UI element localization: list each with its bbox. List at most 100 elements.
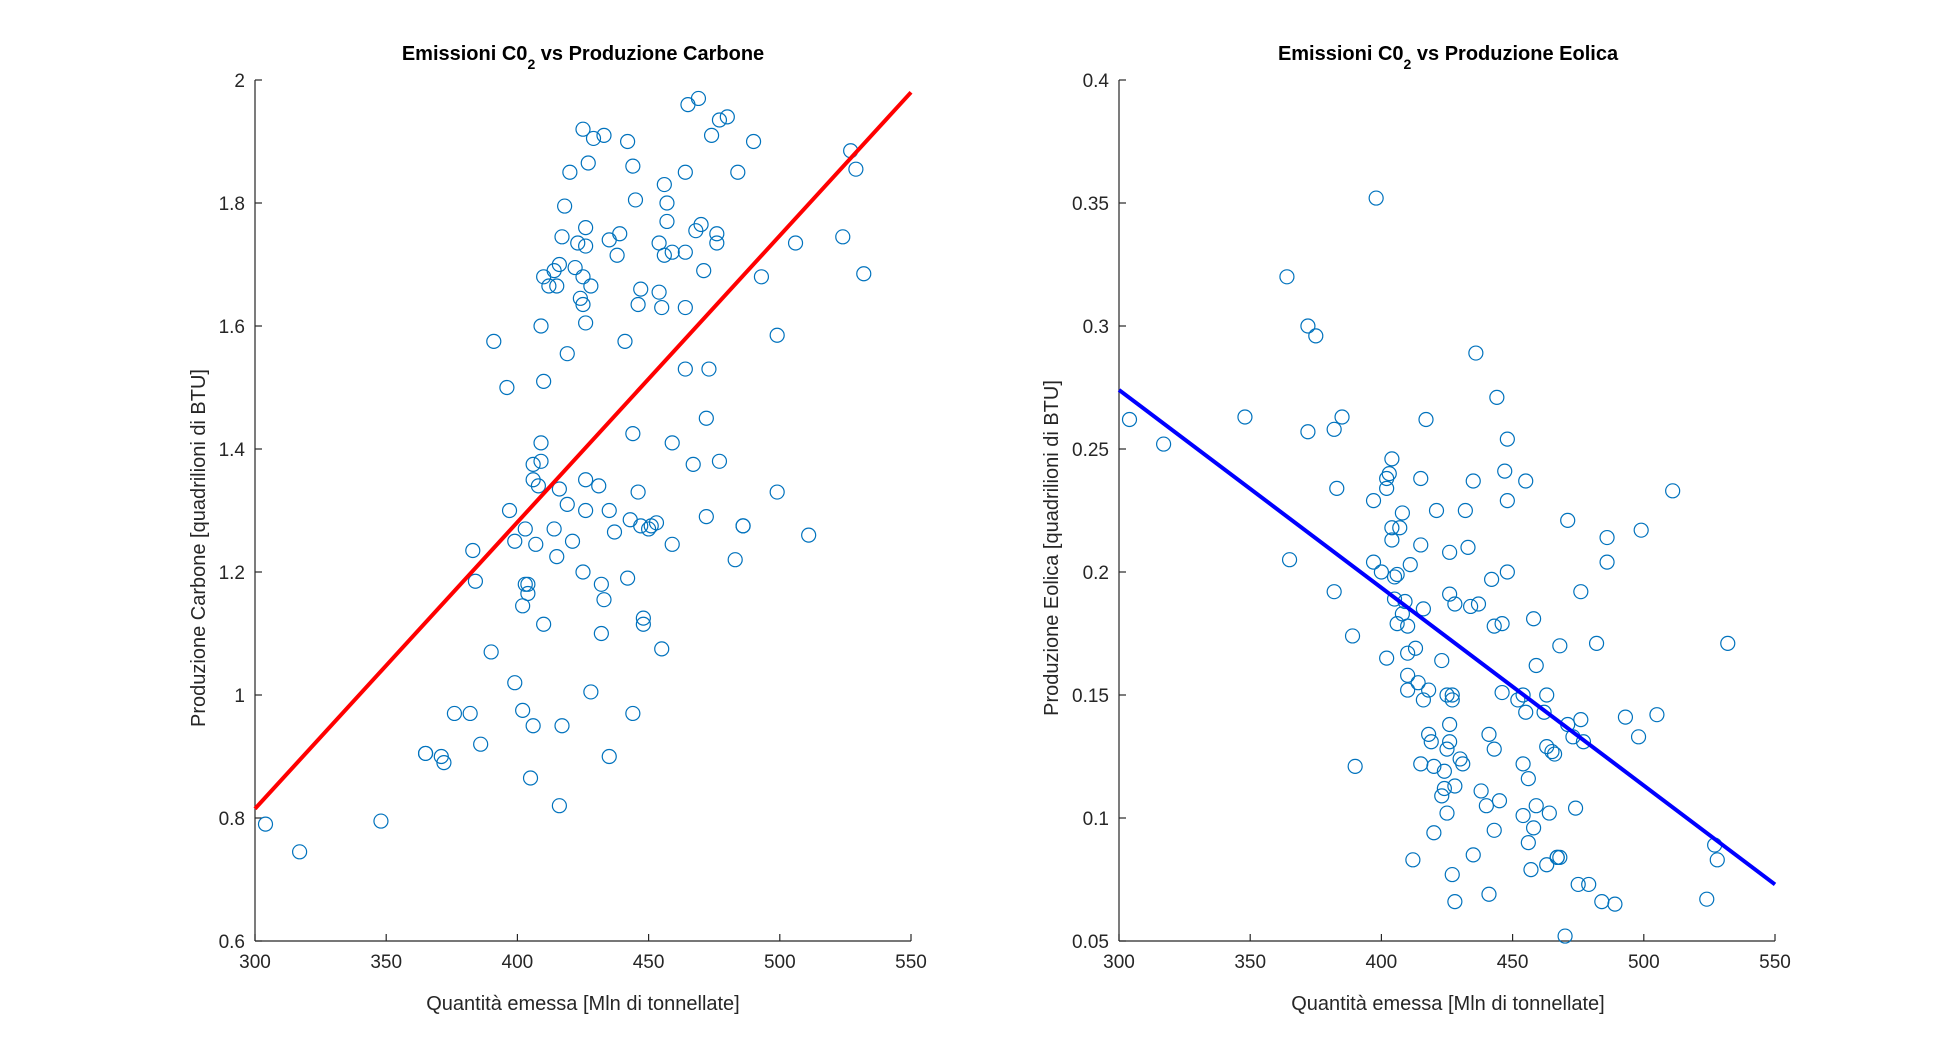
scatter-point (1386, 591, 1403, 607)
x-axis-label: Quantità emessa [Mln di tonnellate] (1291, 993, 1605, 1015)
scatter-point (659, 213, 675, 230)
scatter-point (1434, 652, 1450, 669)
scatter-point (1541, 805, 1557, 821)
scatter-point (693, 216, 709, 233)
scatter-point (257, 816, 274, 832)
scatter-point (1581, 876, 1597, 893)
scatter-point (1237, 409, 1253, 425)
scatter-point (1473, 783, 1489, 799)
scatter-point (677, 299, 693, 316)
scatter-point (575, 296, 591, 313)
scatter-point (730, 164, 746, 180)
scatter-point (1528, 798, 1544, 814)
scatter-point (1470, 596, 1487, 612)
scatter-point (462, 705, 478, 722)
scatter-point (651, 284, 667, 300)
scatter-point (1279, 269, 1295, 285)
scatter-point (417, 745, 434, 762)
scatter-point (1400, 682, 1416, 698)
scatter-point (801, 527, 817, 543)
x-tick-label: 500 (1628, 952, 1660, 973)
plot-area: 300 350 400 450 500 550 0.05 0.1 0.15 0.2 0.25 0.3 0… (1072, 71, 1791, 973)
scatter-point (1444, 866, 1460, 883)
scatter-point (1415, 601, 1431, 617)
scatter-point (546, 263, 562, 279)
scatter-point (1379, 480, 1395, 496)
scatter-point (525, 472, 541, 488)
scatter-point (593, 576, 609, 592)
scatter-point (709, 235, 725, 251)
scatter-point (522, 770, 539, 786)
chart-carbone: Emissioni C02 vs Produzione Carbone 300 3… (188, 43, 927, 1015)
scatter-point (1599, 529, 1615, 546)
scatter-point (1699, 891, 1715, 907)
scatter-point (633, 281, 649, 297)
scatter-point (1300, 424, 1316, 440)
scatter-point (1442, 586, 1458, 602)
scatter-point (1402, 557, 1418, 573)
scatter-point (1347, 758, 1363, 774)
scatter-point (1528, 657, 1544, 674)
scatter-point (1567, 800, 1584, 816)
scatter-point (1384, 520, 1400, 536)
scatter-point (1421, 726, 1437, 742)
scatter-point (1489, 389, 1505, 405)
scatter-point (515, 702, 531, 718)
scatter-point (583, 684, 599, 700)
scatter-point (1633, 522, 1649, 538)
y-tick-label: 0.2 (1083, 563, 1109, 584)
scatter-point (583, 278, 599, 294)
scatter-point (541, 278, 557, 294)
scatter-point (1575, 734, 1592, 750)
scatter-point (1300, 318, 1316, 334)
scatter-point (1410, 675, 1426, 691)
scatter-point (507, 675, 523, 691)
scatter-point (467, 573, 484, 589)
x-tick-label: 300 (239, 952, 271, 973)
scatter-point (701, 361, 717, 377)
scatter-point (1413, 537, 1429, 553)
scatter-point (601, 502, 617, 519)
scatter-point (1497, 463, 1513, 479)
scatter-point (625, 426, 641, 442)
scatter-point (1455, 756, 1471, 772)
scatter-point (601, 748, 617, 765)
scatter-point (635, 616, 651, 632)
scatter-point (564, 533, 581, 549)
scatter-point (1573, 584, 1589, 600)
x-tick-label: 450 (633, 952, 665, 973)
scatter-point (551, 256, 567, 273)
scatter-point (1515, 756, 1531, 772)
y-tick-label: 0.25 (1072, 440, 1109, 461)
scatter-point (1418, 411, 1434, 428)
scatter-point (1368, 190, 1384, 206)
scatter-point (1386, 569, 1403, 585)
scatter-point (578, 315, 594, 331)
scatter-point (1478, 798, 1494, 814)
scatter-point (1468, 345, 1484, 361)
scatter-point (549, 549, 565, 565)
scatter-point (1573, 711, 1589, 728)
y-tick-label: 2 (234, 71, 245, 92)
scatter-point (625, 705, 641, 722)
scatter-point (1326, 584, 1342, 600)
scatter-point (578, 472, 594, 488)
scatter-point (1552, 638, 1568, 654)
scatter-point (591, 478, 607, 494)
scatter-point (1570, 876, 1586, 893)
scatter-point (659, 195, 675, 211)
scatter-point (1599, 554, 1615, 570)
scatter-point (567, 259, 583, 276)
scatter-point (698, 410, 714, 426)
scatter-point (1560, 512, 1576, 528)
scatter-point (483, 644, 499, 660)
scatter-point (1607, 896, 1623, 912)
chart-eolica: Emissioni C02 vs Produzione Eolica 300 35… (1041, 43, 1791, 1015)
scatter-point (1373, 564, 1390, 580)
scatter-point (575, 564, 591, 580)
scatter-point (1494, 616, 1510, 632)
chart-title: Emissioni C02 vs Produzione Carbone (402, 43, 764, 72)
scatter-point (654, 641, 670, 657)
regression-line (253, 90, 913, 811)
